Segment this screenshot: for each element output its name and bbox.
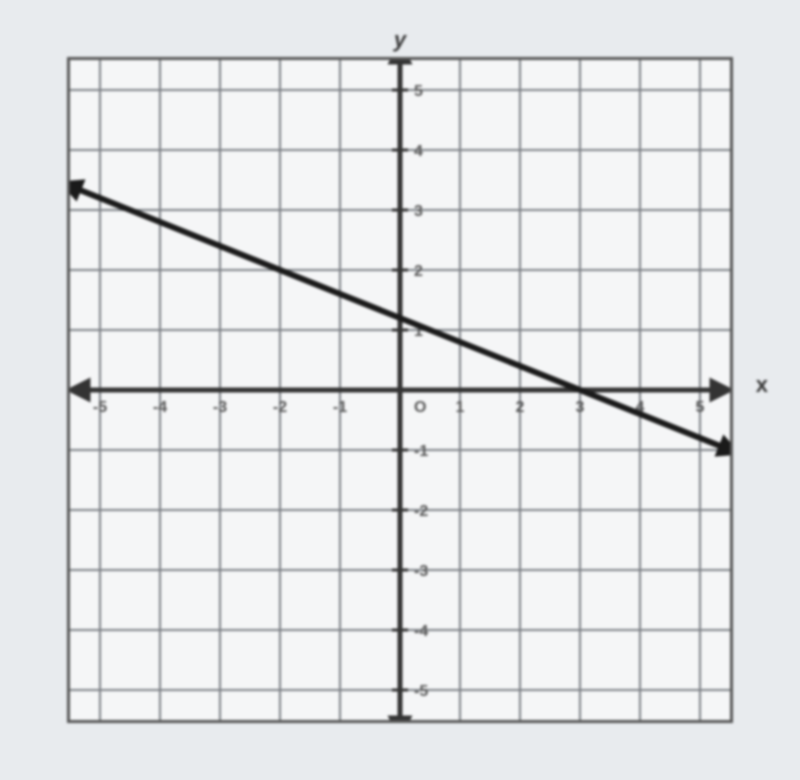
svg-text:-5: -5 xyxy=(93,399,107,416)
svg-text:-1: -1 xyxy=(414,443,428,460)
svg-text:-5: -5 xyxy=(414,683,428,700)
svg-text:-4: -4 xyxy=(153,399,167,416)
svg-text:1: 1 xyxy=(456,399,465,416)
svg-text:-3: -3 xyxy=(414,563,428,580)
svg-text:3: 3 xyxy=(414,203,423,220)
svg-text:2: 2 xyxy=(414,263,423,280)
chart-container: y x -5-4-3-2-112345-5-4-3-2-112345O xyxy=(67,57,733,723)
svg-text:3: 3 xyxy=(576,399,585,416)
svg-text:2: 2 xyxy=(516,399,525,416)
svg-text:-3: -3 xyxy=(213,399,227,416)
svg-text:O: O xyxy=(414,399,426,416)
svg-text:-4: -4 xyxy=(414,623,428,640)
svg-text:-2: -2 xyxy=(414,503,428,520)
svg-text:4: 4 xyxy=(414,143,423,160)
svg-text:5: 5 xyxy=(696,399,705,416)
svg-text:5: 5 xyxy=(414,83,423,100)
svg-text:-1: -1 xyxy=(333,399,347,416)
x-axis-label: x xyxy=(756,372,768,398)
svg-text:-2: -2 xyxy=(273,399,287,416)
y-axis-label: y xyxy=(394,27,406,53)
chart-plot-area: -5-4-3-2-112345-5-4-3-2-112345O xyxy=(67,57,733,723)
chart-svg: -5-4-3-2-112345-5-4-3-2-112345O xyxy=(70,60,730,720)
